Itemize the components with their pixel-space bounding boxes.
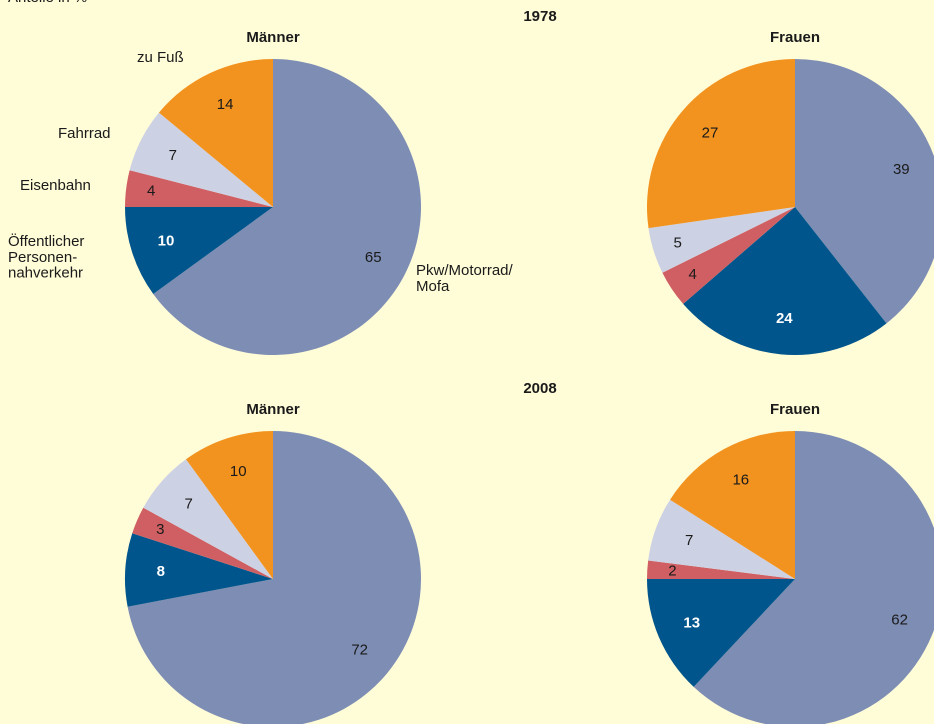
value-label: 4 <box>689 266 697 283</box>
pie-slice <box>129 112 273 207</box>
pie-slice <box>125 207 273 294</box>
category-label: Pkw/Motorrad/Mofa <box>416 262 514 295</box>
value-label: 62 <box>891 611 908 628</box>
value-label: 10 <box>230 463 247 480</box>
pie-slice <box>132 507 273 579</box>
value-label: 10 <box>158 233 175 250</box>
pie-slice <box>158 59 273 207</box>
pie-slice <box>125 170 273 207</box>
pie-title: Männer <box>246 29 300 46</box>
pie-slice <box>670 431 795 579</box>
unit-label: Anteile in % <box>8 0 87 6</box>
pie-slice <box>683 207 887 356</box>
pie-slice <box>153 59 421 355</box>
value-label: 13 <box>683 615 700 632</box>
pie-slice <box>127 431 421 724</box>
pie-slice <box>648 499 795 579</box>
value-label: 24 <box>776 310 793 327</box>
category-label: zu Fuß <box>137 49 184 66</box>
pie-slice <box>662 207 795 304</box>
category-label: Fahrrad <box>58 125 111 142</box>
value-label: 7 <box>169 147 177 164</box>
pie-slice <box>143 459 273 579</box>
pie-slice <box>647 579 795 687</box>
pie-slice <box>693 431 934 724</box>
category-label: Öffentlicher Personen-nahverkehr <box>8 232 84 282</box>
value-label: 14 <box>217 96 234 113</box>
pie-slice <box>646 59 795 229</box>
section-label: 1978 <box>523 8 556 25</box>
value-label: 16 <box>732 471 749 488</box>
pie-slice <box>648 207 795 273</box>
value-label: 5 <box>674 234 682 251</box>
pie-title: Frauen <box>770 29 820 46</box>
section-label: 2008 <box>523 380 556 397</box>
value-label: 7 <box>184 496 192 513</box>
value-label: 2 <box>668 562 676 579</box>
pie-title: Frauen <box>770 401 820 418</box>
pie-slice <box>647 560 795 579</box>
value-label: 39 <box>893 161 910 178</box>
pie-title: Männer <box>246 401 300 418</box>
value-label: 72 <box>351 642 368 659</box>
category-label: Eisenbahn <box>20 177 91 194</box>
value-label: 4 <box>147 183 155 200</box>
pie-slice <box>186 431 273 579</box>
pie-slice <box>795 59 934 324</box>
value-label: 27 <box>702 124 719 141</box>
value-label: 7 <box>685 532 693 549</box>
pie-slice <box>125 533 273 607</box>
value-label: 8 <box>157 563 165 580</box>
value-label: 65 <box>365 249 382 266</box>
value-label: 3 <box>156 521 164 538</box>
